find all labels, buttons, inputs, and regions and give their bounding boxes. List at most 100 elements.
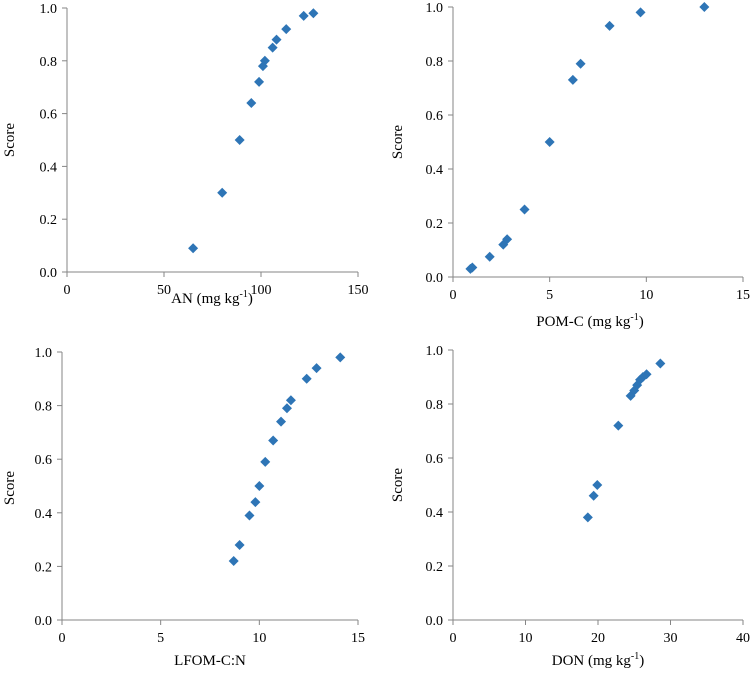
data-point xyxy=(246,98,257,109)
data-point xyxy=(588,490,599,501)
data-point xyxy=(575,58,586,69)
data-point xyxy=(254,481,265,491)
y-tick-label: 0.0 xyxy=(35,614,53,629)
data-point xyxy=(281,403,292,414)
y-tick-label: 0.4 xyxy=(35,507,53,522)
data-point xyxy=(582,512,593,523)
x-axis-title-main: DON (mg kg xyxy=(552,653,632,669)
x-tick-label: 0 xyxy=(59,631,66,646)
data-point xyxy=(259,55,270,66)
x-tick-label: 100 xyxy=(251,283,272,298)
data-point xyxy=(567,74,578,85)
data-point xyxy=(276,416,287,427)
data-points xyxy=(188,8,319,254)
data-point xyxy=(467,262,478,273)
data-point xyxy=(311,363,322,374)
data-point xyxy=(502,234,513,245)
data-point xyxy=(335,352,346,363)
x-tick-label: 30 xyxy=(664,631,678,646)
x-axis-title-suffix: ) xyxy=(248,291,253,307)
x-axis-title-superscript: -1 xyxy=(239,289,247,300)
x-axis-title-superscript: -1 xyxy=(630,312,638,323)
panel-don-chart: Score DON (mg kg-1) 0 10 20 30 40 0.0 0.2 0.4 0… xyxy=(390,344,750,669)
data-point xyxy=(301,373,312,384)
data-point xyxy=(217,187,228,198)
data-point xyxy=(267,42,278,53)
y-tick-label: 0.4 xyxy=(426,506,444,521)
x-axis-title-superscript: -1 xyxy=(631,651,639,662)
y-tick-label: 1.0 xyxy=(426,1,444,16)
x-tick-label: 10 xyxy=(519,631,533,646)
x-tick-label: 5 xyxy=(157,631,164,646)
data-point xyxy=(254,76,265,87)
data-point xyxy=(234,135,245,145)
data-point xyxy=(308,8,319,19)
y-tick-label: 0.0 xyxy=(40,266,58,281)
y-tick-label: 1.0 xyxy=(35,346,53,361)
y-tick-label: 0.0 xyxy=(426,271,444,286)
x-tick-label: 40 xyxy=(736,631,750,646)
data-point xyxy=(271,34,282,45)
data-point xyxy=(519,204,530,215)
data-point xyxy=(188,243,199,254)
data-points xyxy=(228,352,346,567)
x-tick-label: 150 xyxy=(348,283,369,298)
y-tick-label: 1.0 xyxy=(426,344,444,359)
data-point xyxy=(635,7,646,18)
data-point xyxy=(285,395,296,406)
y-tick-label: 0.6 xyxy=(426,452,444,467)
data-point xyxy=(260,456,271,467)
y-tick-label: 0.8 xyxy=(426,398,444,413)
data-point xyxy=(641,369,652,380)
x-axis-title: AN (mg kg-1) xyxy=(171,289,253,307)
data-point xyxy=(268,435,279,446)
x-tick-label: 0 xyxy=(450,631,457,646)
x-tick-label: 5 xyxy=(546,288,553,303)
y-tick-label: 0.6 xyxy=(40,108,58,123)
x-axis-title-main: POM-C (mg kg xyxy=(536,314,631,330)
x-tick-label: 50 xyxy=(157,283,171,298)
x-axis-title-main: LFOM-C:N xyxy=(174,653,246,669)
data-point xyxy=(298,10,309,21)
data-point xyxy=(228,556,239,567)
data-point xyxy=(484,251,495,262)
data-points xyxy=(465,2,710,274)
x-axis-title: DON (mg kg-1) xyxy=(552,651,645,669)
y-tick-label: 0.2 xyxy=(426,560,444,575)
x-axis-title-main: AN (mg kg xyxy=(171,291,240,307)
data-points xyxy=(582,358,666,523)
data-point xyxy=(699,2,710,12)
y-tick-label: 0.6 xyxy=(35,453,53,468)
data-point xyxy=(613,420,624,431)
y-tick-label: 0.8 xyxy=(426,55,444,70)
x-axis-title: LFOM-C:N xyxy=(174,653,246,669)
data-point xyxy=(281,24,292,35)
x-axis-title-suffix: ) xyxy=(639,653,644,669)
x-tick-label: 15 xyxy=(736,288,750,303)
x-axis-title: POM-C (mg kg-1) xyxy=(536,312,644,330)
x-tick-label: 0 xyxy=(64,283,71,298)
panel-an-chart: Score AN (mg kg-1) 0 50 100 150 0.0 0.2 0.4 0.… xyxy=(2,2,369,307)
y-axis-title: Score xyxy=(390,125,406,159)
y-tick-label: 0.6 xyxy=(426,109,444,124)
data-point xyxy=(604,20,615,31)
y-tick-label: 0.2 xyxy=(40,213,58,228)
y-axis-title: Score xyxy=(2,471,18,505)
y-tick-label: 0.0 xyxy=(426,614,444,629)
y-axis-title: Score xyxy=(390,468,406,502)
data-point xyxy=(250,497,261,508)
x-tick-label: 15 xyxy=(351,631,365,646)
data-point xyxy=(244,510,255,521)
x-tick-label: 10 xyxy=(639,288,653,303)
y-tick-label: 0.8 xyxy=(35,400,53,415)
data-point xyxy=(234,539,245,550)
data-point xyxy=(592,480,603,490)
y-tick-label: 0.8 xyxy=(40,55,58,70)
data-point xyxy=(655,358,666,369)
panel-pomc-chart: Score POM-C (mg kg-1) 0 5 10 15 0.0 0.2 0.4 0.… xyxy=(390,1,750,330)
x-tick-label: 20 xyxy=(591,631,605,646)
y-tick-label: 0.2 xyxy=(426,217,444,232)
y-tick-label: 0.4 xyxy=(426,163,444,178)
x-axis-title-suffix: ) xyxy=(639,314,644,330)
